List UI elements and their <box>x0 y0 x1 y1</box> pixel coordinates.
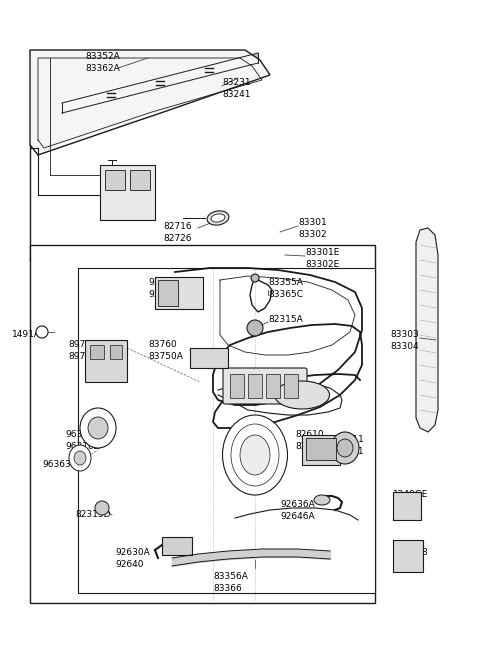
Bar <box>85 340 127 382</box>
Text: 82610
82620: 82610 82620 <box>295 430 324 451</box>
Ellipse shape <box>314 495 330 505</box>
Text: 1249GE: 1249GE <box>393 490 428 499</box>
Text: 83356A
83366: 83356A 83366 <box>213 572 248 593</box>
Ellipse shape <box>88 417 108 439</box>
Bar <box>266 374 280 398</box>
Ellipse shape <box>331 432 359 464</box>
Text: 92630A
92640: 92630A 92640 <box>115 548 150 569</box>
Bar <box>302 435 340 465</box>
Bar <box>248 374 262 398</box>
Text: 82315D: 82315D <box>75 510 110 519</box>
Polygon shape <box>416 228 438 432</box>
Ellipse shape <box>69 445 91 471</box>
Circle shape <box>247 320 263 336</box>
Ellipse shape <box>80 408 116 448</box>
FancyBboxPatch shape <box>223 368 307 404</box>
Bar <box>190 348 228 368</box>
Bar <box>105 170 125 190</box>
Bar <box>306 438 336 460</box>
Bar <box>158 280 178 306</box>
Circle shape <box>36 326 48 338</box>
Text: 82315A: 82315A <box>268 315 303 324</box>
Text: 89791A
89792A: 89791A 89792A <box>68 340 103 361</box>
Bar <box>155 277 203 309</box>
Circle shape <box>95 501 109 515</box>
Text: 83352A
83362A: 83352A 83362A <box>85 52 120 73</box>
Ellipse shape <box>74 451 86 465</box>
Bar <box>78 268 375 593</box>
Text: 83355A
83365C: 83355A 83365C <box>268 278 303 298</box>
Text: 83231
83241: 83231 83241 <box>222 78 251 99</box>
Bar <box>30 245 375 603</box>
Bar <box>162 537 192 555</box>
Ellipse shape <box>275 381 329 409</box>
Text: 83301E
83302E: 83301E 83302E <box>305 248 339 269</box>
Ellipse shape <box>223 415 288 495</box>
Text: 96363D: 96363D <box>42 460 78 469</box>
Bar <box>100 165 155 220</box>
Polygon shape <box>30 50 270 155</box>
Text: 83611
83621: 83611 83621 <box>335 435 364 456</box>
Text: 83303
83304: 83303 83304 <box>390 330 419 351</box>
Text: 83301
83302: 83301 83302 <box>298 218 327 239</box>
Ellipse shape <box>207 211 229 225</box>
Text: 93580L
93590R: 93580L 93590R <box>148 278 183 298</box>
Ellipse shape <box>337 439 353 457</box>
Text: 83760
83750A: 83760 83750A <box>148 340 183 361</box>
Text: 96310K
96310Z: 96310K 96310Z <box>65 430 100 451</box>
Bar <box>393 540 423 572</box>
Text: 92636A
92646A: 92636A 92646A <box>280 500 315 521</box>
Bar <box>284 374 298 398</box>
Circle shape <box>251 274 259 282</box>
Text: 82716
82726: 82716 82726 <box>163 222 192 243</box>
Text: 82619B
82629: 82619B 82629 <box>393 548 428 569</box>
Ellipse shape <box>231 424 279 486</box>
Bar <box>230 374 244 398</box>
Bar <box>130 170 150 190</box>
Bar <box>110 345 122 359</box>
Text: 1491AD: 1491AD <box>12 330 48 339</box>
Bar <box>90 345 104 359</box>
Bar <box>393 492 421 520</box>
Ellipse shape <box>240 435 270 475</box>
Ellipse shape <box>211 214 225 222</box>
